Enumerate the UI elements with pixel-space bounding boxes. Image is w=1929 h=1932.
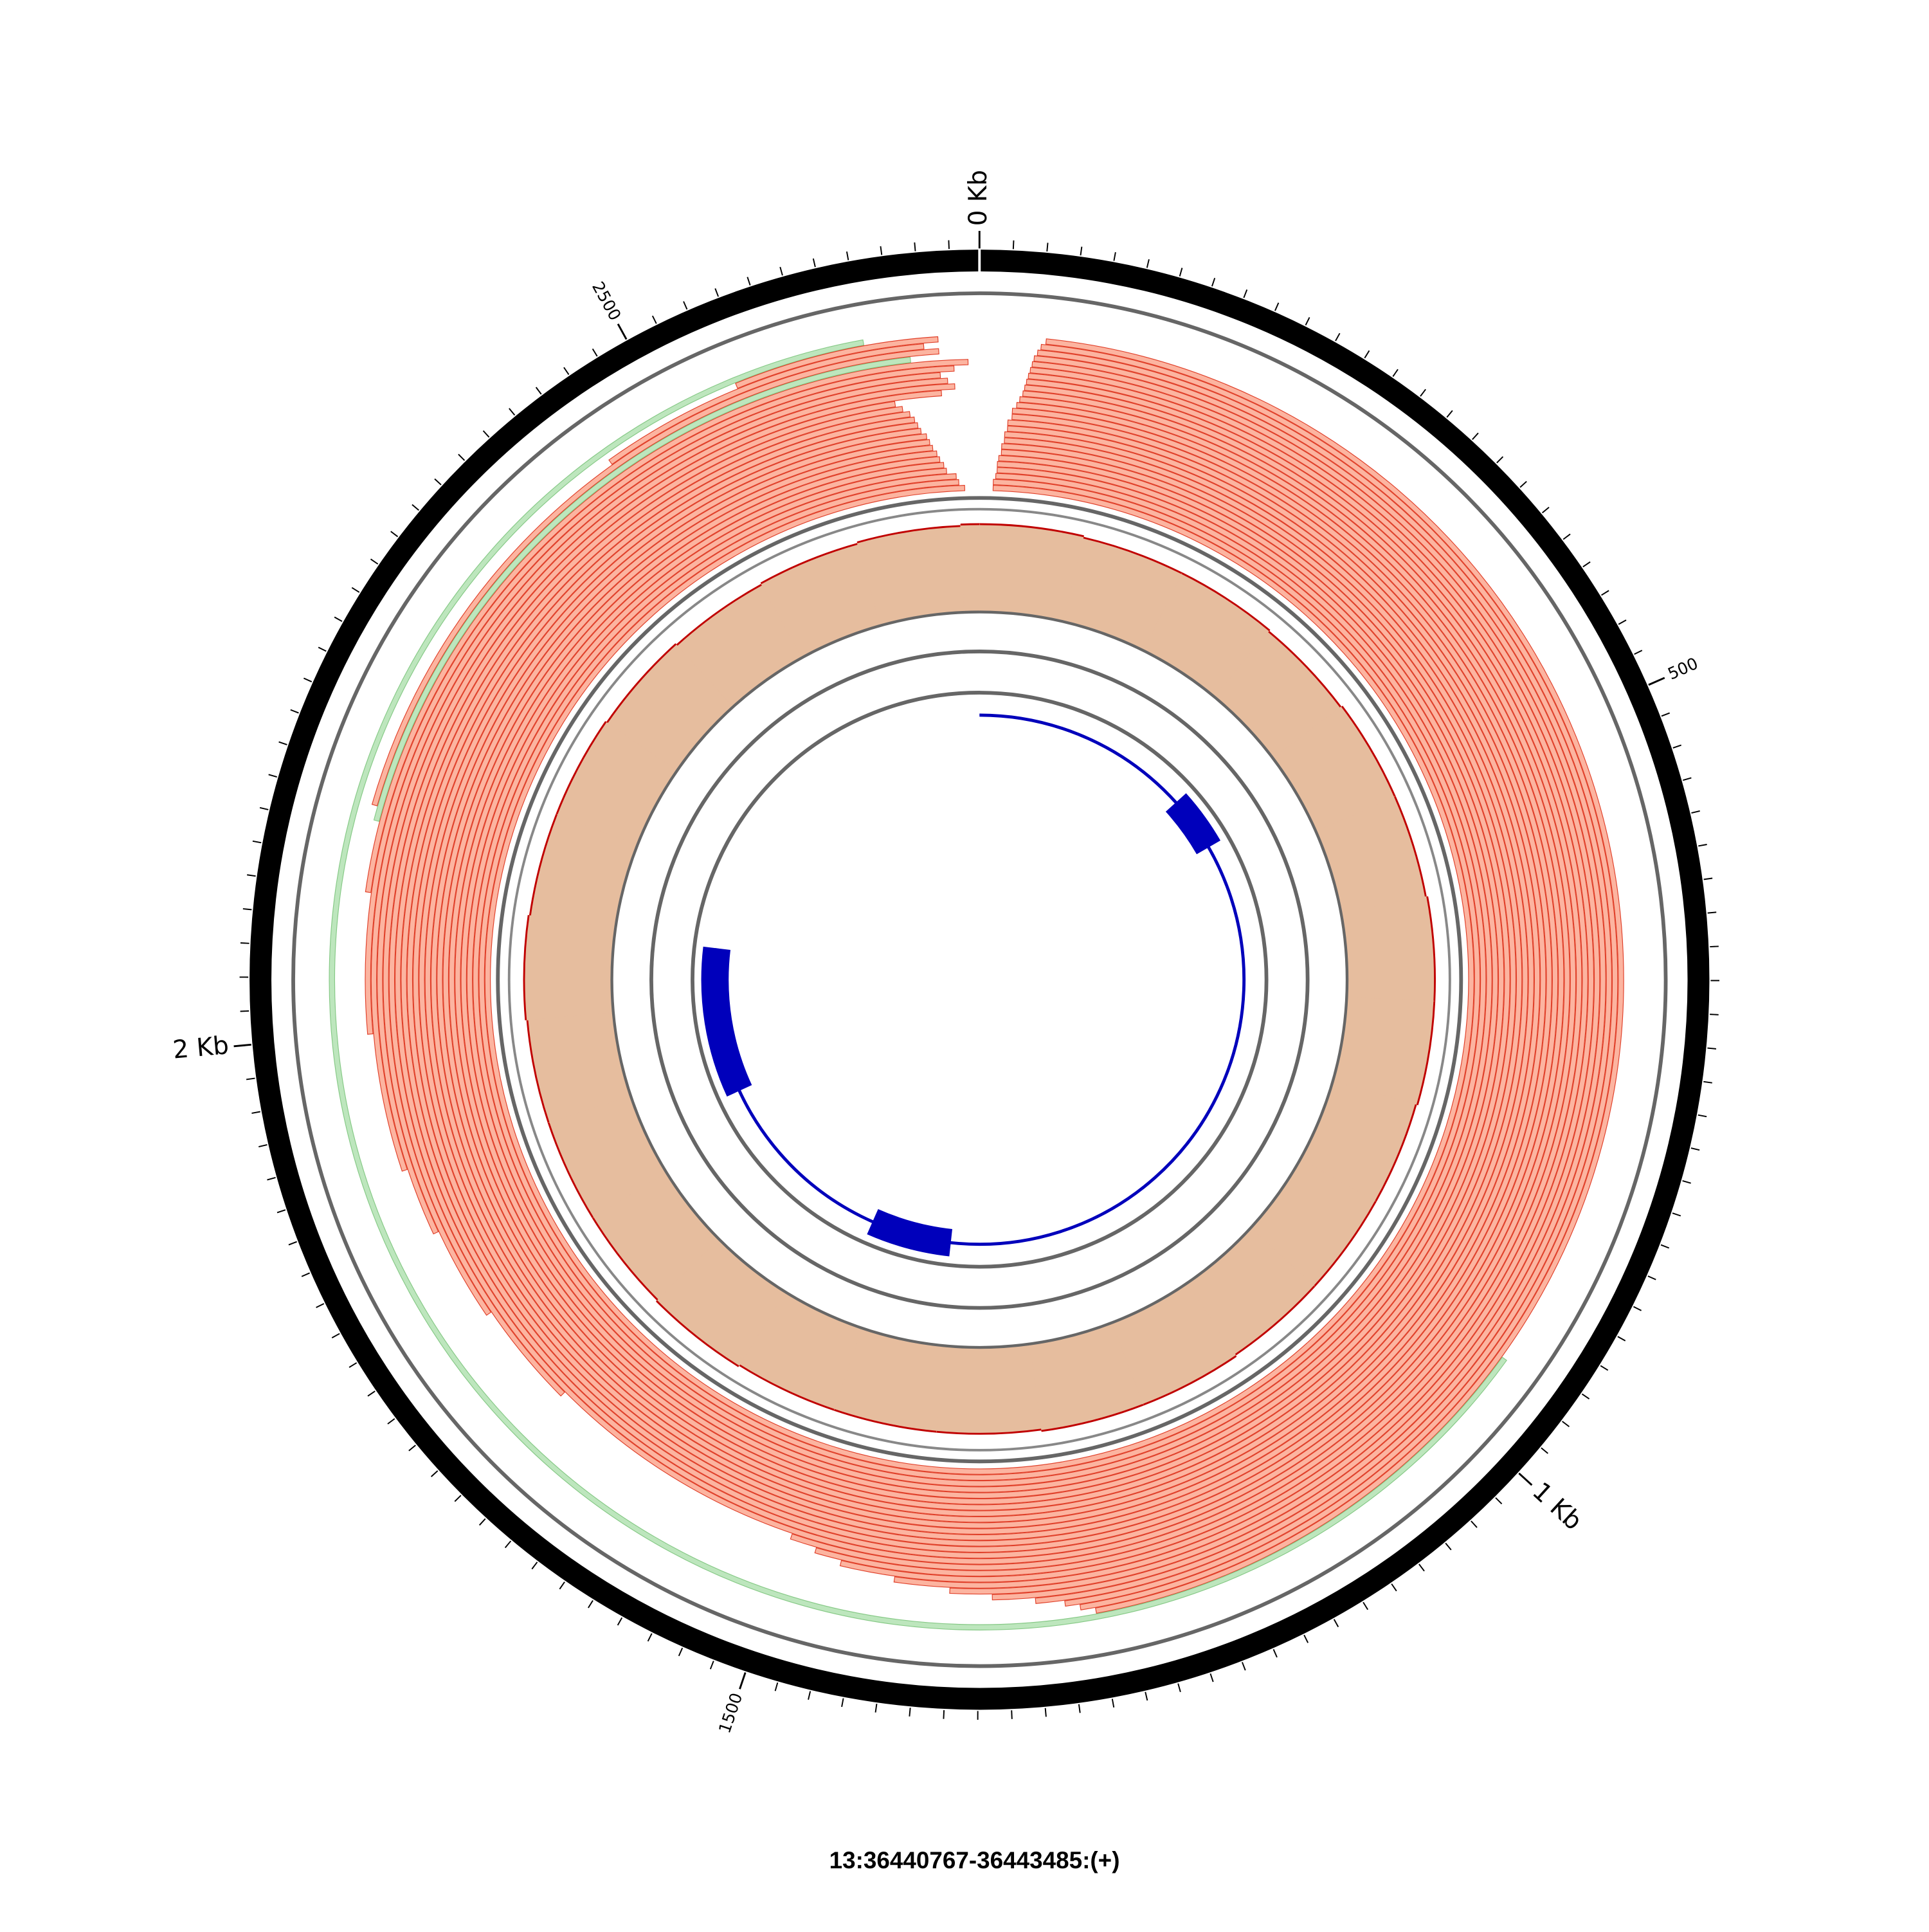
minor-tick — [943, 1710, 944, 1719]
minor-tick — [240, 1011, 249, 1012]
minor-tick — [1011, 1710, 1012, 1719]
chart-title: 13:36440767-36443485:(+) — [829, 1847, 1120, 1873]
minor-tick — [1013, 241, 1014, 250]
coverage-outline — [961, 524, 979, 525]
minor-tick — [914, 242, 915, 251]
tick-label: 0 Kb — [964, 170, 993, 226]
minor-tick — [909, 1708, 910, 1717]
minor-tick — [1708, 912, 1717, 913]
minor-tick — [1707, 1048, 1716, 1049]
tick-label: 2 Kb — [172, 1031, 230, 1065]
minor-tick — [1710, 1014, 1719, 1015]
coverage-bin — [961, 524, 979, 610]
minor-tick — [1710, 946, 1719, 947]
coverage-bin — [936, 1345, 1041, 1434]
minor-tick — [948, 241, 949, 250]
coverage-bin — [1343, 897, 1435, 1001]
coverage-bin — [524, 915, 614, 1020]
